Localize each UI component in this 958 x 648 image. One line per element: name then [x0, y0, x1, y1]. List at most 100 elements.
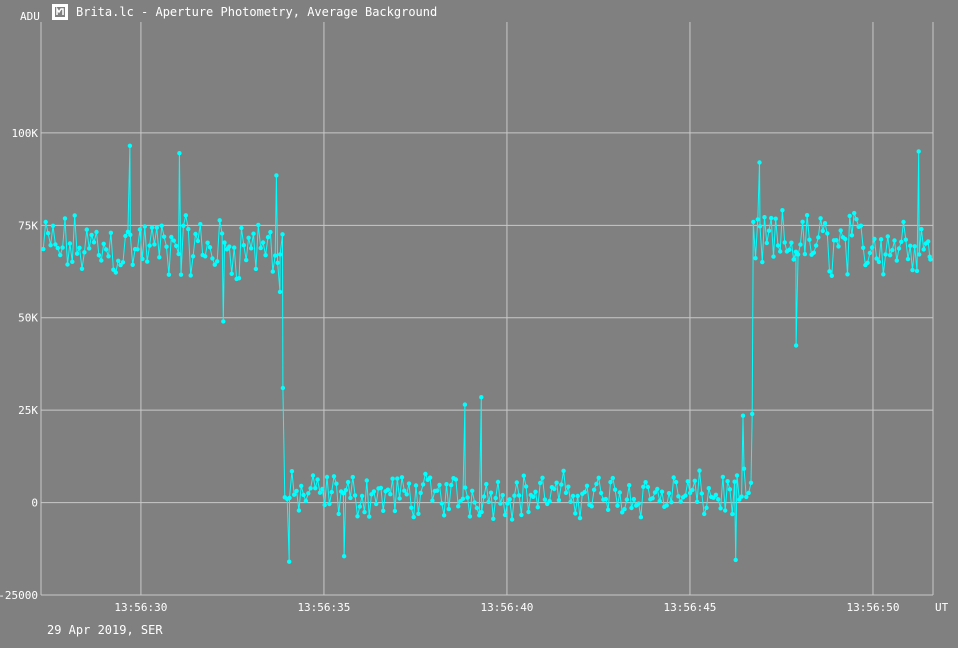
- data-point: [730, 511, 735, 517]
- data-point: [802, 251, 808, 257]
- data-point: [612, 487, 618, 492]
- data-point: [343, 488, 348, 493]
- data-point: [780, 208, 785, 213]
- data-point: [750, 411, 755, 417]
- data-point: [341, 554, 347, 559]
- data-point: [755, 217, 760, 222]
- data-point: [645, 484, 651, 490]
- data-point: [746, 490, 751, 496]
- data-point: [96, 253, 102, 258]
- data-point: [509, 517, 515, 522]
- data-point: [838, 228, 843, 233]
- data-point: [273, 253, 278, 258]
- data-point: [843, 236, 848, 242]
- data-point: [605, 507, 611, 512]
- data-point: [486, 499, 491, 505]
- data-point: [474, 505, 480, 511]
- data-point: [734, 473, 740, 478]
- title-bar: Brita.lc - Aperture Photometry, Average …: [52, 2, 437, 22]
- data-point: [629, 505, 634, 511]
- data-point: [74, 251, 80, 256]
- data-point: [178, 272, 184, 277]
- data-point: [219, 231, 225, 236]
- data-point: [48, 243, 53, 248]
- x-tick-label: 13:56:40: [480, 601, 533, 614]
- data-point: [704, 505, 709, 510]
- data-point: [718, 506, 723, 511]
- data-point: [294, 488, 299, 494]
- data-point: [854, 217, 859, 222]
- data-point: [374, 501, 379, 507]
- data-point: [636, 501, 641, 506]
- data-point: [641, 484, 646, 489]
- data-point: [477, 513, 482, 518]
- data-point: [664, 503, 669, 508]
- data-point: [533, 489, 538, 494]
- data-point: [253, 266, 259, 272]
- data-point: [463, 485, 468, 490]
- data-point: [683, 493, 688, 498]
- data-point: [570, 493, 576, 499]
- data-point: [638, 515, 644, 520]
- data-point: [845, 272, 850, 277]
- y-tick-label: 25K: [18, 404, 38, 417]
- data-point: [603, 496, 608, 502]
- data-point: [849, 233, 855, 238]
- data-point: [470, 488, 475, 493]
- data-point: [125, 229, 131, 234]
- data-point: [277, 252, 283, 257]
- data-point: [444, 482, 449, 487]
- data-point: [140, 256, 145, 262]
- data-point: [289, 469, 295, 474]
- x-tick-label: 13:56:30: [114, 601, 167, 614]
- data-point: [690, 487, 695, 493]
- data-point: [916, 149, 921, 154]
- data-point: [460, 496, 466, 501]
- data-point: [514, 480, 519, 485]
- data-point: [892, 238, 897, 243]
- data-point: [439, 501, 444, 506]
- data-point: [816, 235, 821, 240]
- data-point: [804, 213, 810, 218]
- data-point: [152, 242, 157, 247]
- data-point: [921, 247, 926, 252]
- data-point: [58, 252, 63, 258]
- data-point: [248, 246, 254, 251]
- data-point: [130, 262, 135, 267]
- data-point: [352, 493, 358, 498]
- data-point: [472, 500, 477, 505]
- data-point: [883, 252, 888, 257]
- data-point: [733, 557, 738, 563]
- data-point: [813, 243, 819, 248]
- data-point: [901, 219, 906, 225]
- data-point: [887, 253, 893, 258]
- data-point: [322, 502, 327, 508]
- data-point: [441, 513, 447, 518]
- data-point: [547, 498, 552, 504]
- data-point: [159, 223, 164, 228]
- data-point: [427, 475, 433, 480]
- data-point: [82, 250, 87, 255]
- data-point: [275, 260, 280, 265]
- data-point: [327, 501, 332, 507]
- data-point: [905, 256, 911, 262]
- data-point: [198, 222, 203, 227]
- light-curve-icon[interactable]: [52, 4, 68, 20]
- data-point: [315, 477, 320, 482]
- data-point: [890, 247, 895, 253]
- data-point: [236, 276, 242, 281]
- data-point: [127, 143, 133, 148]
- data-point: [399, 475, 405, 480]
- data-point: [359, 493, 365, 499]
- data-point: [493, 495, 498, 501]
- data-point: [154, 225, 159, 230]
- data-point: [357, 504, 362, 509]
- y-tick-label: 100K: [12, 127, 39, 140]
- data-point: [775, 243, 781, 248]
- data-point: [381, 508, 386, 513]
- x-tick-label: 13:56:35: [297, 601, 350, 614]
- data-point: [176, 251, 181, 257]
- data-point: [378, 485, 384, 491]
- data-point: [739, 494, 744, 499]
- data-point: [147, 243, 152, 248]
